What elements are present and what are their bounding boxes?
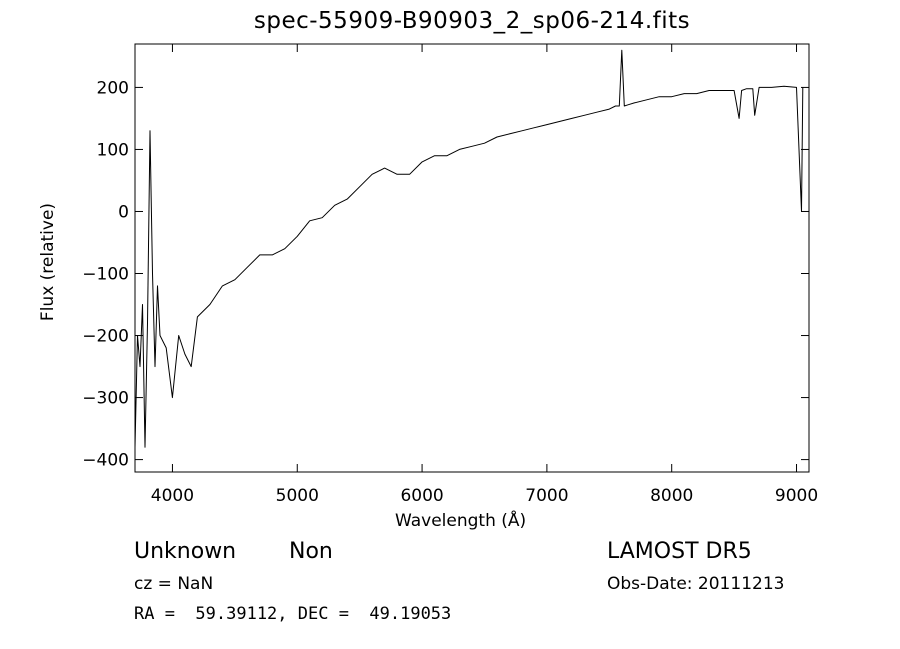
redshift-value: cz = NaN bbox=[134, 574, 214, 594]
y-tick-label: −300 bbox=[82, 389, 129, 409]
plot-frame bbox=[134, 43, 810, 473]
coordinates: RA = 59.39112, DEC = 49.19053 bbox=[134, 604, 452, 624]
x-tick-label: 5000 bbox=[276, 486, 319, 506]
y-tick-label: −400 bbox=[82, 451, 129, 471]
y-tick-label: 100 bbox=[97, 140, 129, 160]
y-tick-label: −100 bbox=[82, 265, 129, 285]
y-axis-ticks: −400 −300 −200 −100 0 100 200 bbox=[82, 78, 809, 471]
spectrum-line bbox=[134, 49, 804, 448]
x-tick-label: 7000 bbox=[525, 486, 568, 506]
survey-name: LAMOST DR5 bbox=[607, 539, 752, 564]
y-tick-label: −200 bbox=[82, 327, 129, 347]
x-tick-label: 9000 bbox=[775, 486, 818, 506]
x-tick-label: 6000 bbox=[400, 486, 443, 506]
y-axis-label: Flux (relative) bbox=[38, 202, 58, 322]
y-tick-label: 0 bbox=[118, 202, 129, 222]
chart-title: spec-55909-B90903_2_sp06-214.fits bbox=[253, 8, 691, 34]
y-tick-label: 200 bbox=[97, 78, 129, 98]
object-subclass: Non bbox=[289, 539, 333, 564]
x-axis-label: Wavelength (Å) bbox=[395, 511, 527, 531]
x-tick-label: 8000 bbox=[650, 486, 693, 506]
observation-date: Obs-Date: 20111213 bbox=[607, 574, 785, 594]
x-tick-label: 4000 bbox=[151, 486, 194, 506]
object-class: Unknown bbox=[134, 539, 237, 564]
x-axis-ticks: 4000 5000 6000 7000 8000 9000 bbox=[151, 44, 818, 506]
